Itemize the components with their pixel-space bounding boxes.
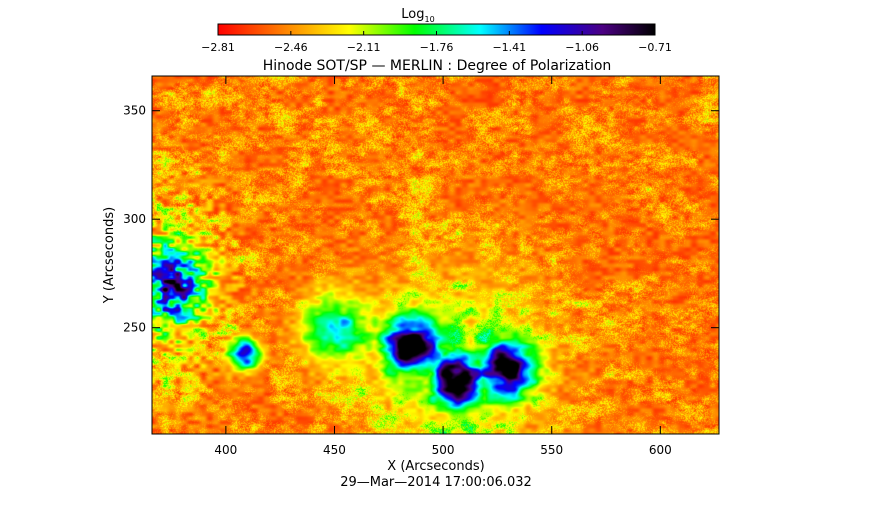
x-tick-label: 500: [432, 443, 455, 457]
colorbar-ticks: −2.81 −2.46 −2.11 −1.76 −1.41 −1.06 −0.71: [201, 31, 672, 54]
x-tick-label: 550: [540, 443, 563, 457]
heatmap-image: [152, 76, 719, 434]
x-axis-label: X (Arcseconds): [387, 459, 484, 474]
plot-frame: [151, 75, 720, 435]
timestamp: 29—Mar—2014 17:00:06.032: [340, 475, 532, 490]
x-tick-label: 600: [649, 443, 672, 457]
chart-title: Hinode SOT/SP — MERLIN : Degree of Polar…: [263, 58, 612, 74]
colorbar-tick-label: −2.46: [274, 41, 308, 54]
colorbar-label: Log10: [401, 7, 434, 24]
axis-ticks: 400 450 500 550 600 250 300 350: [123, 76, 719, 457]
colorbar-tick-label: −0.71: [638, 41, 672, 54]
colorbar-tick-label: −2.11: [347, 41, 381, 54]
y-tick-label: 250: [123, 321, 146, 335]
colorbar-tick-label: −1.41: [492, 41, 526, 54]
y-tick-label: 300: [123, 212, 146, 226]
x-tick-label: 450: [323, 443, 346, 457]
y-axis-label: Y (Arcseconds): [102, 207, 117, 304]
x-tick-label: 400: [214, 443, 237, 457]
heatmap: [152, 76, 719, 434]
colorbar-tick-label: −2.81: [201, 41, 235, 54]
y-tick-label: 350: [123, 104, 146, 118]
colorbar-tick-label: −1.06: [565, 41, 599, 54]
colorbar-tick-label: −1.76: [420, 41, 454, 54]
